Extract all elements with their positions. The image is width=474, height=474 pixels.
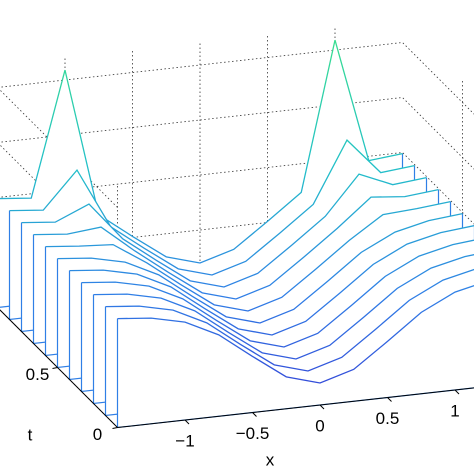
x-tick xyxy=(252,412,257,417)
waterfall-line xyxy=(21,173,427,288)
waterfall-line xyxy=(57,212,463,324)
t-tick xyxy=(52,367,58,369)
x-tick-label: −1 xyxy=(175,431,194,450)
waterfall-line xyxy=(105,268,474,372)
t-tick xyxy=(112,427,118,429)
x-tick xyxy=(454,389,460,395)
waterfall-line xyxy=(0,39,403,264)
waterfall-line xyxy=(9,139,415,276)
x-tick-label: 0.5 xyxy=(376,409,400,428)
x-tick xyxy=(319,404,325,410)
t-tick-label: 0 xyxy=(93,425,102,444)
t-axis-label: t xyxy=(28,425,33,444)
waterfall-line xyxy=(81,239,474,348)
x-tick-label: −0.5 xyxy=(236,424,270,443)
waterfall-line xyxy=(93,254,474,360)
curve-fill xyxy=(117,285,474,428)
x-tick xyxy=(387,397,392,402)
x-tick-label: 1 xyxy=(450,401,459,420)
t-tick-label: 0.5 xyxy=(26,365,50,384)
waterfall-line xyxy=(117,284,474,384)
x-tick xyxy=(184,419,190,425)
x-tick-label: 0 xyxy=(315,416,324,435)
waterfall-line xyxy=(45,200,451,312)
waterfall-line xyxy=(33,188,439,300)
waterfall-line xyxy=(69,225,474,336)
x-axis-label: x xyxy=(266,450,275,469)
